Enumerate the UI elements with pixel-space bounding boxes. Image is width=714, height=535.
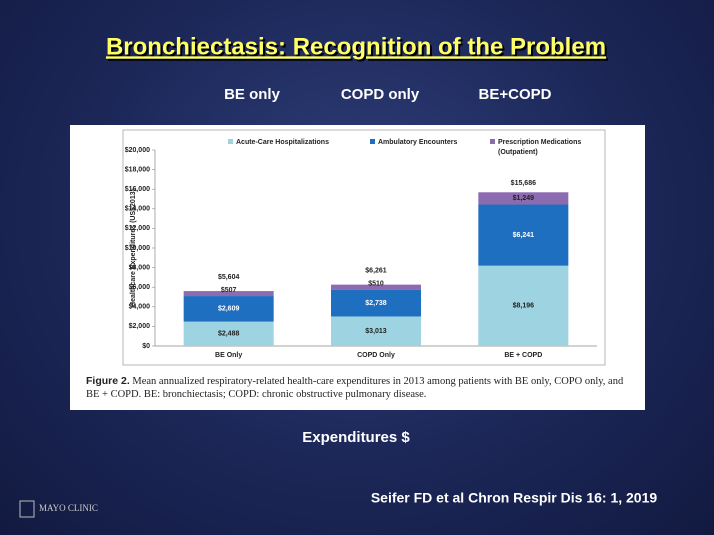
bar-segment bbox=[183, 291, 274, 297]
legend-label: Acute-Care Hospitalizations bbox=[236, 139, 329, 146]
bar-segment bbox=[183, 296, 274, 322]
legend-swatch bbox=[228, 139, 233, 144]
value-label: $2,488 bbox=[218, 331, 240, 338]
bar-segment bbox=[331, 289, 421, 317]
y-tick-label: $14,000 bbox=[125, 206, 150, 213]
bar-segment bbox=[331, 284, 421, 290]
bar-segment bbox=[478, 204, 569, 266]
slide-title: Bronchiectasis: Recognition of the Probl… bbox=[106, 33, 606, 60]
logo-shield bbox=[19, 500, 35, 518]
value-label: $2,738 bbox=[365, 300, 387, 307]
legend-swatch bbox=[490, 139, 495, 144]
y-tick-label: $2,000 bbox=[129, 323, 151, 330]
citation: Seifer FD et al Chron Respir Dis 16: 1, … bbox=[371, 490, 658, 506]
value-label: $510 bbox=[368, 280, 384, 287]
legend-label-line: (Outpatient) bbox=[498, 149, 538, 156]
figure-caption: Figure 2. Mean annualized respiratory-re… bbox=[86, 375, 636, 401]
bar-segment bbox=[478, 192, 569, 205]
value-label: $6,241 bbox=[513, 232, 535, 239]
y-tick-label: $18,000 bbox=[125, 166, 150, 173]
y-tick-label: $6,000 bbox=[129, 284, 151, 291]
total-label: $5,604 bbox=[218, 274, 240, 281]
y-tick-label: $8,000 bbox=[129, 264, 151, 271]
value-label: $2,609 bbox=[218, 306, 240, 313]
column-header: COPD only bbox=[341, 86, 420, 103]
column-header: BE+COPD bbox=[479, 86, 552, 103]
legend-label: Prescription Medications (Outpatient) bbox=[498, 139, 581, 156]
value-label: $507 bbox=[221, 287, 237, 294]
x-tick-label: BE Only bbox=[215, 352, 242, 359]
y-tick-label: $12,000 bbox=[125, 225, 150, 232]
chart-frame bbox=[122, 129, 606, 366]
bar-segment bbox=[183, 321, 274, 346]
title-shadow: Bronchiectasis: Recognition of the Probl… bbox=[108, 35, 608, 62]
subtitle: Expenditures $ bbox=[302, 429, 410, 446]
value-label: $3,013 bbox=[365, 328, 387, 335]
value-label: $8,196 bbox=[513, 303, 535, 310]
y-tick-label: $10,000 bbox=[125, 245, 150, 252]
y-tick-label: $0 bbox=[142, 343, 150, 350]
caption-label: Figure 2. bbox=[86, 375, 130, 387]
column-header: BE only bbox=[224, 86, 280, 103]
total-label: $15,686 bbox=[511, 180, 536, 187]
x-tick-label: COPD Only bbox=[357, 352, 395, 359]
bar-segment bbox=[331, 316, 421, 346]
value-label: $1,249 bbox=[513, 195, 535, 202]
x-tick-label: BE + COPD bbox=[504, 352, 542, 359]
legend-swatch bbox=[370, 139, 375, 144]
total-label: $6,261 bbox=[365, 267, 387, 274]
caption-text: Mean annualized respiratory-related heal… bbox=[86, 376, 624, 400]
y-tick-label: $20,000 bbox=[125, 147, 150, 154]
y-axis-label: Healthcare Expenditures (US$2013) bbox=[130, 189, 137, 307]
legend-label: Ambulatory Encounters bbox=[378, 139, 457, 146]
y-tick-label: $16,000 bbox=[125, 186, 150, 193]
bar-segment bbox=[478, 265, 569, 346]
logo-text: MAYO CLINIC bbox=[39, 503, 98, 513]
y-tick-label: $4,000 bbox=[129, 304, 151, 311]
legend-label-line: Prescription Medications bbox=[498, 139, 581, 146]
